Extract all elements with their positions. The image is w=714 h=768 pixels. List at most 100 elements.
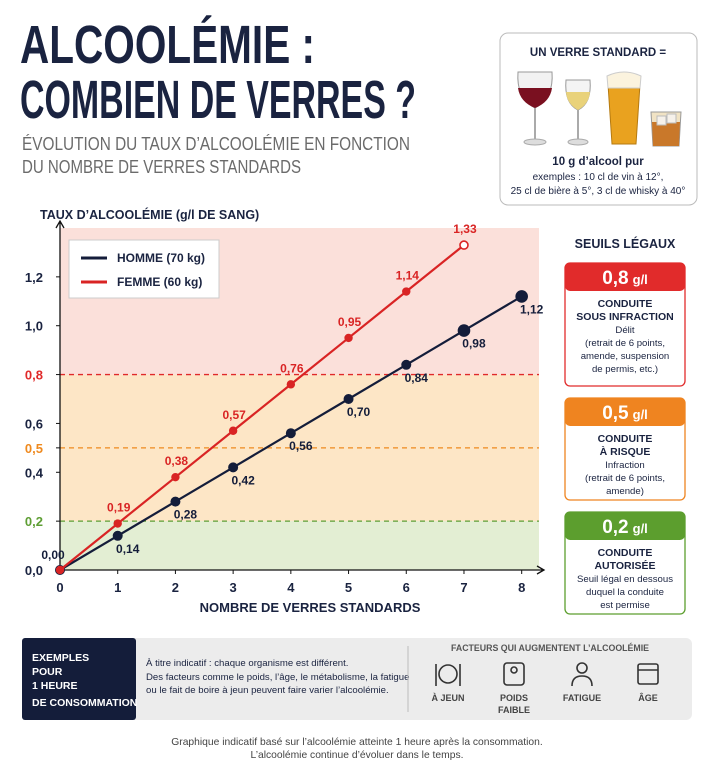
limit-value-number: 0,8 <box>602 268 628 289</box>
data-point <box>55 565 65 575</box>
factors-title: FACTEURS QUI AUGMENTENT L’ALCOOLÉMIE <box>451 643 649 653</box>
data-point <box>171 472 180 482</box>
value-label: 0,95 <box>338 315 362 329</box>
limit-heading: CONDUITE <box>598 298 653 310</box>
y-tick-label: 1,2 <box>25 270 43 285</box>
limit-heading: AUTORISÉE <box>594 559 655 572</box>
factor-label: À JEUN <box>431 693 464 703</box>
limit-header <box>565 512 685 540</box>
data-point <box>228 426 238 435</box>
value-label: 0,84 <box>405 371 429 385</box>
title-line: ALCOOLÉMIE : <box>20 15 315 75</box>
value-label: 0,38 <box>165 454 189 468</box>
factor-icons <box>435 662 659 687</box>
data-point <box>515 290 528 303</box>
subtitle-line: DU NOMBRE DE VERRES STANDARDS <box>22 157 301 177</box>
limit-detail: (retrait de 6 points, <box>585 473 665 484</box>
data-point <box>113 519 122 528</box>
zone-band <box>60 521 539 570</box>
data-point <box>402 287 411 296</box>
limit-value: 0,2 g/l <box>602 517 648 538</box>
data-point <box>401 359 412 370</box>
examples-label: DE CONSOMMATION <box>32 697 137 709</box>
limit-detail: Délit <box>615 325 635 336</box>
y-axis <box>55 219 65 570</box>
factor-label: FATIGUE <box>563 693 601 703</box>
value-label: 0,98 <box>462 337 486 351</box>
standard-drink-amount: 10 g d’alcool pur <box>552 156 644 168</box>
legend-label: HOMME (70 kg) <box>117 251 205 265</box>
examples-box <box>22 638 692 720</box>
value-label: 0,19 <box>107 501 131 515</box>
value-label: 0,57 <box>222 408 246 422</box>
x-tick-label: 6 <box>403 580 410 595</box>
limit-heading: À RISQUE <box>600 445 651 458</box>
glasses <box>517 71 682 147</box>
subtitle-line: ÉVOLUTION DU TAUX D’ALCOOLÉMIE EN FONCTI… <box>22 134 410 154</box>
y-tick-label: 0,8 <box>25 368 43 383</box>
examples-label: POUR <box>32 666 63 678</box>
plot: 0,0 0,2 0,4 0,5 0,6 0,8 1,0 1,2 0 1 2 3 4 5 6 7 8 0,00 0,1… <box>25 219 546 595</box>
value-label: 0,70 <box>347 405 371 419</box>
value-label: 1,14 <box>396 269 420 283</box>
x-axis <box>60 565 546 575</box>
y-axis-title: TAUX D’ALCOOLÉMIE (g/l DE SANG) <box>40 207 259 222</box>
value-label: 0,14 <box>116 542 140 556</box>
data-point <box>170 496 181 507</box>
factor-label: ÂGE <box>638 692 658 703</box>
standard-drink-title: UN VERRE STANDARD = <box>530 47 666 59</box>
data-point <box>112 530 123 541</box>
y-tick-label: 0,5 <box>25 441 43 456</box>
value-label: 1,33 <box>453 222 477 236</box>
y-tick-label: 0,0 <box>25 563 43 578</box>
limit-value-number: 0,5 <box>602 403 629 424</box>
examples-text: À titre indicatif : chaque organisme est… <box>146 658 348 669</box>
limit-header <box>565 398 685 426</box>
limit-header <box>565 263 685 291</box>
data-point <box>459 240 469 250</box>
footnote: L’alcoolémie continue d’évoluer dans le … <box>251 750 464 761</box>
limit-detail: est permise <box>600 600 650 611</box>
factor-label: FAIBLE <box>498 705 530 715</box>
limit-value-unit: g/l <box>633 407 648 422</box>
y-tick-label: 0,4 <box>25 465 44 480</box>
x-tick-label: 7 <box>460 580 467 595</box>
value-label: 0,76 <box>280 361 304 375</box>
limit-value-unit: g/l <box>633 272 648 287</box>
value-label: 0,28 <box>174 508 198 522</box>
limit-detail: amende, suspension <box>581 351 670 362</box>
x-tick-label: 1 <box>114 580 121 595</box>
value-label: 0,56 <box>289 439 313 453</box>
limit-heading: CONDUITE <box>598 547 653 559</box>
standard-drink-example: 25 cl de bière à 5°, 3 cl de whisky à 40… <box>511 186 686 197</box>
data-point <box>344 333 353 343</box>
limit-heading: CONDUITE <box>598 433 653 445</box>
data-point <box>286 380 296 389</box>
examples-label: 1 HEURE <box>32 680 78 692</box>
y-tick-label: 0,2 <box>25 514 43 529</box>
data-point <box>285 428 296 439</box>
legend-box <box>68 239 220 299</box>
limit-detail: duquel la conduite <box>586 587 664 598</box>
limit-value: 0,8 g/l <box>602 268 648 289</box>
x-tick-label: 5 <box>345 580 352 595</box>
series-line <box>59 244 465 571</box>
limit-detail: Seuil légal en dessous <box>577 574 673 585</box>
x-tick-label: 2 <box>172 580 179 595</box>
value-label: 0,00 <box>41 548 65 562</box>
x-tick-label: 0 <box>56 580 63 595</box>
x-tick-label: 3 <box>230 580 237 595</box>
examples-label-box <box>22 638 136 720</box>
limit-heading: SOUS INFRACTION <box>576 311 673 323</box>
standard-drink-example: exemples : 10 cl de vin à 12°, <box>533 172 664 183</box>
limit-detail: amende) <box>606 486 644 497</box>
y-tick-label: 0,6 <box>25 416 43 431</box>
factors: À JEUN POIDS FAIBLE FATIGUE ÂGE <box>431 692 657 715</box>
x-tick-label: 4 <box>287 580 295 595</box>
value-label: 0,42 <box>231 473 255 487</box>
footnote: Graphique indicatif basé sur l’alcoolémi… <box>171 737 542 748</box>
value-label: 1,12 <box>520 302 544 316</box>
